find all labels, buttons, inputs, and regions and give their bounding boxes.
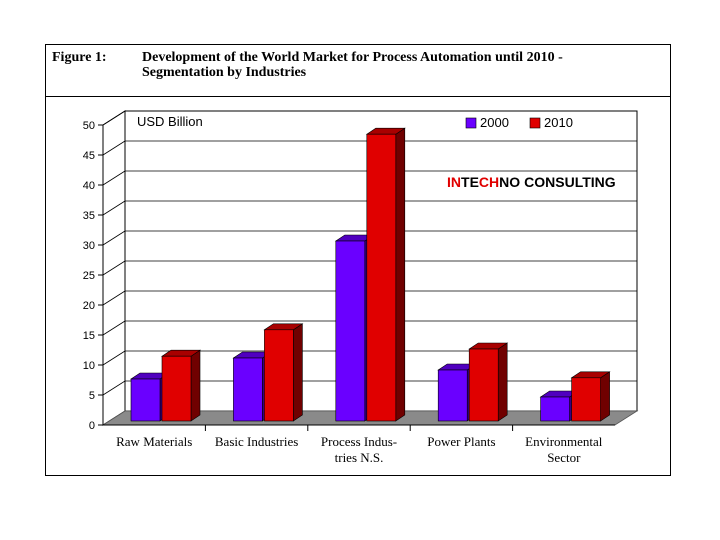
y-tick-label: 45 bbox=[83, 150, 95, 162]
bar-side-2010 bbox=[293, 323, 303, 422]
bar-2000 bbox=[437, 369, 468, 422]
y-tick-label: 20 bbox=[83, 300, 95, 312]
bar-side-2010 bbox=[395, 127, 406, 422]
legend-swatch-2000 bbox=[465, 117, 477, 129]
x-tick-label: Power Plants bbox=[427, 434, 495, 449]
gridline-side bbox=[102, 200, 126, 216]
y-tick-label: 10 bbox=[83, 360, 95, 372]
x-tick-label: Basic Industries bbox=[215, 434, 298, 449]
gridline-side bbox=[102, 290, 126, 306]
gridline-side bbox=[102, 380, 126, 396]
bar-side-2010 bbox=[600, 371, 610, 422]
legend-label-2000: 2000 bbox=[480, 115, 509, 130]
bar-2000 bbox=[540, 396, 570, 422]
y-tick-label: 30 bbox=[83, 240, 95, 252]
gridline-side bbox=[102, 110, 126, 126]
x-tick-label: Process Indus-tries N.S. bbox=[321, 434, 397, 465]
gridline-side bbox=[102, 350, 126, 366]
bar-side-2010 bbox=[190, 349, 201, 422]
figure-title: Development of the World Market for Proc… bbox=[142, 50, 563, 80]
legend-label-2010: 2010 bbox=[544, 115, 573, 130]
brand-logo: INTECHNO CONSULTING bbox=[447, 174, 616, 190]
gridline-side bbox=[102, 230, 126, 246]
figure-label: Figure 1: bbox=[52, 50, 107, 65]
y-tick-label: 25 bbox=[83, 270, 95, 282]
bar-2010 bbox=[571, 377, 601, 422]
y-tick-label: 5 bbox=[89, 390, 95, 402]
figure-frame: Figure 1: Development of the World Marke… bbox=[45, 44, 671, 476]
y-tick-label: 50 bbox=[83, 120, 95, 132]
unit-label: USD Billion bbox=[137, 114, 203, 129]
bar-2000 bbox=[233, 357, 263, 422]
bar-side-2010 bbox=[497, 342, 508, 422]
bar-2000 bbox=[335, 240, 366, 422]
figure-header: Figure 1: Development of the World Marke… bbox=[46, 45, 670, 97]
y-tick-label: 15 bbox=[83, 330, 95, 342]
x-tick-label: Environmental Sector bbox=[525, 434, 603, 465]
bar-2010 bbox=[468, 348, 499, 422]
bar-2000 bbox=[130, 378, 161, 422]
bar-2010 bbox=[366, 133, 397, 422]
y-tick-label: 35 bbox=[83, 210, 95, 222]
gridline-side bbox=[102, 260, 126, 276]
legend-swatch-2010 bbox=[529, 117, 541, 129]
gridline-side bbox=[102, 320, 126, 336]
x-tick-label: Raw Materials bbox=[116, 434, 192, 449]
bar-2010 bbox=[264, 329, 294, 422]
y-tick-label: 40 bbox=[83, 180, 95, 192]
y-tick-label: 0 bbox=[89, 420, 95, 432]
gridline-side bbox=[102, 170, 126, 186]
gridline-side bbox=[102, 140, 126, 156]
bar-2010 bbox=[161, 355, 192, 422]
